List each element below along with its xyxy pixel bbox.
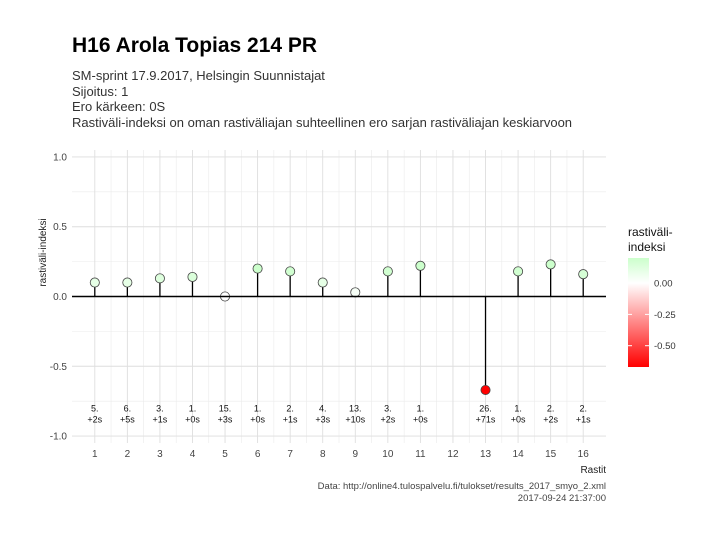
point-16 — [578, 269, 589, 280]
legend-title-line2: indeksi — [628, 240, 665, 254]
rank-label: 15. — [219, 403, 232, 413]
rank-label: 2. — [286, 403, 294, 413]
legend-colorbar — [628, 258, 649, 367]
x-tick-label: 11 — [415, 449, 426, 460]
diff-label: +3s — [218, 414, 233, 424]
diff-label: +71s — [476, 414, 496, 424]
rank-label: 3. — [156, 403, 164, 413]
x-tick-label: 7 — [287, 449, 293, 460]
y-tick-label: 1.0 — [53, 152, 67, 163]
diff-label: +0s — [413, 414, 428, 424]
x-tick-label: 2 — [125, 449, 131, 460]
point-3 — [154, 273, 165, 284]
chart-title: H16 Arola Topias 214 PR — [72, 34, 318, 57]
x-tick-label: 5 — [222, 449, 228, 460]
rank-label: 1. — [189, 403, 197, 413]
y-tick-label: 0.5 — [53, 222, 67, 233]
x-tick-label: 1 — [92, 449, 98, 460]
legend-title-line1: rastiväli- — [628, 225, 673, 239]
diff-label: +0s — [250, 414, 265, 424]
point-2 — [122, 277, 133, 288]
y-tick-label: -0.5 — [50, 362, 68, 373]
point-13 — [480, 384, 491, 395]
x-tick-label: 6 — [255, 449, 261, 460]
point-10 — [382, 266, 393, 277]
legend-tick-label: 0.00 — [654, 279, 673, 290]
rank-label: 26. — [479, 403, 492, 413]
rank-label: 6. — [124, 403, 132, 413]
x-tick-label: 12 — [447, 449, 459, 460]
rank-label: 3. — [384, 403, 392, 413]
legend: rastiväli-indeksi 0.00 -0.25 -0.50 — [628, 225, 676, 367]
diff-label: +2s — [87, 414, 102, 424]
y-tick-label: 0.0 — [53, 292, 67, 303]
rank-label: 1. — [417, 403, 425, 413]
rank-label: 4. — [319, 403, 327, 413]
point-11 — [415, 260, 426, 271]
point-15 — [545, 259, 556, 270]
subtitle-gap: Ero kärkeen: 0S — [72, 99, 166, 114]
diff-label: +10s — [345, 414, 365, 424]
axes: 1.00.50.0-0.5-1.01 2 3 4 5 6 7 8 9 10 11 12 13 14 15 16… — [38, 152, 606, 476]
y-axis-title: rastiväli-indeksi — [38, 218, 49, 286]
x-tick-label: 9 — [352, 449, 358, 460]
rank-label: 1. — [514, 403, 522, 413]
x-tick-label: 4 — [190, 449, 196, 460]
point-4 — [187, 271, 198, 282]
rank-label: 13. — [349, 403, 362, 413]
point-14 — [513, 266, 524, 277]
x-tick-label: 15 — [545, 449, 557, 460]
rank-label: 5. — [91, 403, 99, 413]
point-7 — [285, 266, 296, 277]
x-tick-label: 8 — [320, 449, 326, 460]
diff-label: +1s — [576, 414, 591, 424]
x-axis-title: Rastit — [580, 465, 606, 476]
diff-label: +0s — [511, 414, 526, 424]
diff-label: +2s — [543, 414, 558, 424]
point-6 — [252, 263, 263, 274]
rank-label: 2. — [579, 403, 587, 413]
point-8 — [317, 277, 328, 288]
point-1 — [89, 277, 100, 288]
rank-label: 2. — [547, 403, 555, 413]
diff-label: +3s — [315, 414, 330, 424]
legend-tick-label: -0.50 — [654, 341, 676, 352]
x-tick-label: 3 — [157, 449, 163, 460]
diff-label: +1s — [283, 414, 298, 424]
point-labels: 5.+2s6.+5s3.+1s1.+0s15.+3s1.+0s2.+1s4.+3… — [87, 403, 591, 424]
diff-label: +0s — [185, 414, 200, 424]
chart-caption: Data: http://online4.tulospalvelu.fi/tul… — [318, 481, 606, 505]
caption-source: Data: http://online4.tulospalvelu.fi/tul… — [317, 481, 606, 492]
rank-label: 1. — [254, 403, 262, 413]
x-tick-label: 16 — [578, 449, 590, 460]
x-tick-label: 13 — [480, 449, 492, 460]
legend-tick-label: -0.25 — [654, 310, 676, 321]
x-tick-label: 10 — [382, 449, 394, 460]
chart-subtitle: SM-sprint 17.9.2017, Helsingin Suunnista… — [72, 68, 572, 130]
subtitle-event: SM-sprint 17.9.2017, Helsingin Suunnista… — [72, 68, 325, 83]
point-9 — [350, 287, 361, 298]
diff-label: +1s — [153, 414, 168, 424]
diff-label: +2s — [380, 414, 395, 424]
subtitle-rank: Sijoitus: 1 — [72, 83, 129, 99]
subtitle-description: Rastiväli-indeksi on oman rastiväliajan … — [72, 114, 573, 130]
caption-timestamp: 2017-09-24 21:37:00 — [517, 493, 606, 504]
y-tick-label: -1.0 — [50, 432, 68, 443]
diff-label: +5s — [120, 414, 135, 424]
x-tick-label: 14 — [513, 449, 525, 460]
